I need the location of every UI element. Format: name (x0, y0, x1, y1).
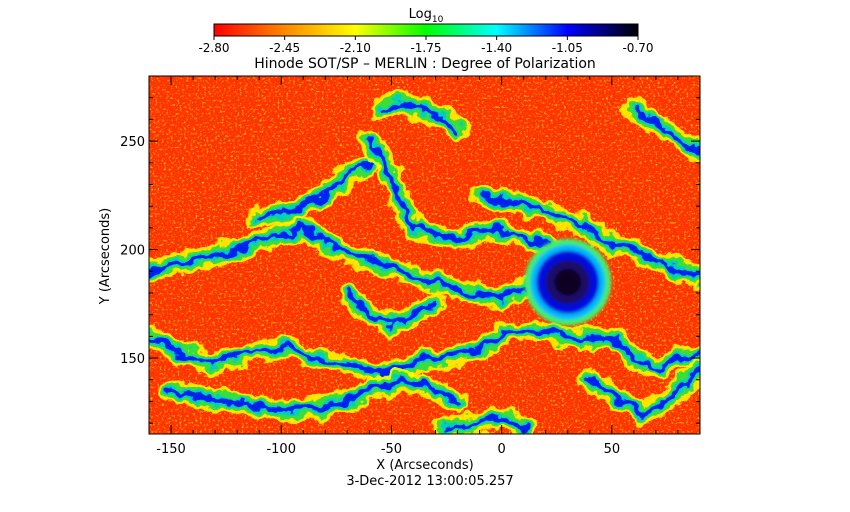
network-lane (256, 160, 372, 220)
x-axis-label: X (Arcseconds) (376, 458, 473, 473)
network-lane (344, 290, 438, 328)
timestamp: 3-Dec-2012 13:00:05.257 (346, 474, 513, 489)
x-tick-label: 50 (604, 442, 621, 457)
colorbar-ticks: -2.80 -2.45 -2.10 -1.75 -1.40 -1.05 -0.70 (198, 36, 654, 55)
y-tick-label: 150 (120, 352, 145, 367)
colorbar-label: Log10 (409, 7, 444, 25)
heatmap (149, 76, 700, 434)
network-lane (149, 327, 700, 376)
colorbar-tick-label: -2.10 (340, 41, 371, 55)
colorbar: Log10 -2.80 -2.45 -2.10 -1.75 -1.40 -1.05 -0.7… (198, 7, 653, 55)
network-lane (168, 377, 461, 415)
colorbar-tick-label: -2.45 (269, 41, 300, 55)
sunspot-core (554, 268, 581, 296)
y-tick-label: 250 (120, 135, 145, 150)
network-lane (149, 225, 538, 300)
x-tick-label: 0 (497, 442, 505, 457)
network-lane (366, 138, 560, 253)
network-lane (587, 366, 700, 415)
colorbar-tick-label: -2.80 (198, 41, 229, 55)
chart-title: Hinode SOT/SP – MERLIN : Degree of Polar… (254, 56, 596, 72)
network-lanes (149, 91, 700, 434)
x-tick-label: -100 (266, 442, 296, 457)
y-axis: 150 200 250 (120, 75, 700, 424)
x-tick-label: -50 (381, 442, 402, 457)
colorbar-tick-label: -1.75 (410, 41, 441, 55)
network-lane (444, 416, 527, 430)
x-tick-label: -150 (156, 442, 186, 457)
network-lane (631, 106, 700, 155)
network-lane (477, 192, 700, 279)
plot-frame (148, 75, 701, 435)
sunspot-group (524, 238, 612, 326)
colorbar-tick-label: -1.05 (552, 41, 583, 55)
colorbar-gradient (213, 23, 639, 37)
y-tick-label: 200 (120, 244, 145, 259)
colorbar-tick-label: -0.70 (622, 41, 653, 55)
y-axis-label: Y (Arcseconds) (98, 208, 113, 305)
x-axis: -150 -100 -50 0 50 (148, 76, 701, 457)
network-lane (377, 99, 461, 133)
colorbar-tick-label: -1.40 (481, 41, 512, 55)
